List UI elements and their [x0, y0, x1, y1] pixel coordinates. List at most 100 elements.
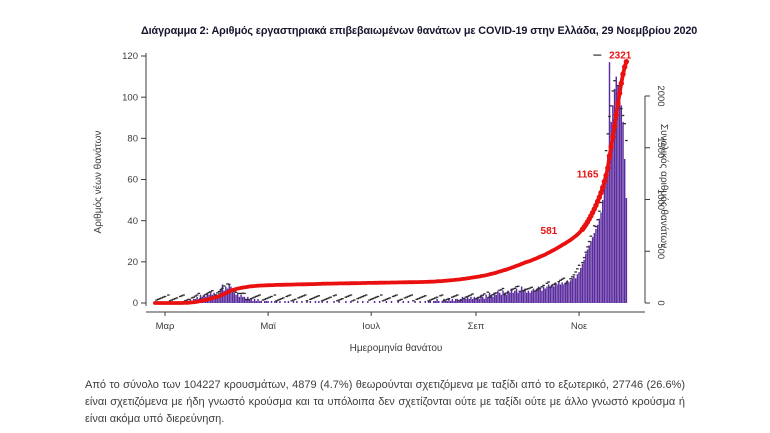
moving-average-dash: [439, 295, 442, 297]
daily-deaths-bar: [617, 84, 619, 303]
cumulative-point: [623, 58, 630, 65]
moving-average-dash: [298, 296, 302, 298]
daily-deaths-bar: [510, 288, 513, 303]
daily-deaths-bar: [345, 300, 347, 303]
y-right-tick-label: 0: [655, 300, 666, 305]
moving-average-dash: [400, 298, 403, 301]
moving-average-dash: [261, 299, 265, 301]
moving-average-dash: [408, 295, 412, 297]
y-left-tick-label: 80: [127, 134, 138, 145]
moving-average-dash: [376, 295, 380, 298]
y-left-tick-label: 120: [122, 51, 138, 62]
daily-deaths-bar: [231, 290, 234, 303]
daily-deaths-bar: [531, 290, 533, 303]
moving-average-dash: [256, 295, 260, 297]
moving-average-dash: [202, 295, 206, 297]
moving-average-dash: [232, 290, 236, 293]
moving-average-dash: [393, 295, 397, 297]
moving-average-dash: [623, 122, 626, 125]
moving-average-dash: [469, 294, 473, 296]
moving-average-dash: [325, 297, 329, 300]
daily-deaths-bar: [514, 290, 516, 303]
daily-deaths-bar: [583, 259, 585, 303]
daily-deaths-bar: [532, 288, 535, 303]
cumulative-point: [601, 178, 608, 185]
y-left-tick-label: 60: [127, 175, 138, 186]
daily-deaths-bar: [569, 280, 572, 303]
daily-deaths-bar: [466, 296, 469, 303]
daily-deaths-bar: [593, 233, 596, 303]
moving-average-dash: [356, 297, 359, 300]
moving-average-dash: [511, 288, 515, 290]
moving-average-dash: [476, 297, 479, 299]
moving-average-dash: [584, 251, 588, 253]
x-tick-label: Ιουλ: [362, 321, 380, 332]
moving-average-dash: [500, 289, 503, 291]
moving-average-dash: [592, 225, 596, 227]
cumulative-point: [603, 172, 609, 179]
moving-average-dash: [278, 298, 282, 301]
daily-deaths-bar: [520, 286, 523, 303]
moving-average-dash: [552, 283, 555, 286]
moving-average-dash: [163, 295, 167, 298]
moving-average-dash: [447, 297, 451, 300]
moving-average-dash: [175, 297, 179, 299]
daily-deaths-bar: [500, 294, 503, 303]
daily-deaths-bar: [260, 300, 263, 303]
moving-average-dash: [183, 300, 187, 302]
daily-deaths-bar: [544, 288, 546, 303]
moving-average-dash: [217, 290, 221, 293]
moving-average-dash: [549, 286, 552, 288]
moving-average-dash: [521, 289, 525, 292]
moving-average-dash: [459, 299, 463, 301]
moving-average-dash: [471, 293, 474, 295]
moving-average-dash: [241, 292, 245, 294]
moving-average-dash: [383, 299, 386, 301]
moving-average-dash: [276, 299, 280, 301]
y-axis-title-right: Συνολικός αριθμός θανάτων: [658, 124, 670, 248]
daily-deaths-bar: [275, 300, 278, 303]
daily-deaths-bar: [618, 93, 621, 303]
daily-deaths-bar: [534, 290, 536, 303]
moving-average-dash: [386, 297, 390, 300]
daily-deaths-bar: [605, 179, 607, 303]
chart-footnote: Από το σύνολο των 104227 κρουσμάτων, 487…: [85, 379, 685, 425]
daily-deaths-bar: [429, 300, 432, 303]
daily-deaths-bar: [223, 290, 225, 303]
daily-deaths-bar: [255, 300, 258, 303]
daily-deaths-bar: [473, 296, 476, 303]
daily-deaths-bar: [574, 278, 577, 303]
moving-average-dash: [420, 296, 424, 298]
daily-deaths-bar: [463, 298, 465, 303]
daily-deaths-bar: [586, 249, 589, 303]
daily-deaths-bar: [257, 298, 259, 303]
moving-average-dash: [207, 291, 211, 294]
moving-average-dash: [199, 298, 202, 300]
moving-average-dash: [310, 297, 314, 300]
daily-deaths-bar: [235, 294, 237, 303]
moving-average-dash: [369, 298, 373, 301]
moving-average-dash: [501, 287, 505, 290]
daily-deaths-bar: [573, 276, 575, 303]
daily-deaths-bar: [242, 296, 244, 303]
line-annotation: 2321: [609, 51, 632, 62]
cumulative-point: [598, 189, 604, 196]
daily-deaths-bar: [378, 300, 381, 303]
daily-deaths-bar: [625, 198, 628, 303]
cumulative-point: [615, 101, 621, 107]
daily-deaths-bar: [433, 300, 435, 303]
moving-average-dash: [346, 295, 349, 298]
daily-deaths-bar: [492, 296, 494, 303]
daily-deaths-bar: [390, 300, 393, 303]
cumulative-point: [610, 134, 616, 140]
daily-deaths-bar: [576, 274, 579, 303]
moving-average-dash: [302, 295, 305, 297]
daily-deaths-bar: [397, 300, 399, 303]
moving-average-dash: [221, 287, 224, 289]
daily-deaths-bar: [608, 62, 611, 303]
daily-deaths-bar: [419, 300, 421, 303]
daily-deaths-bar: [529, 292, 531, 303]
daily-deaths-bar: [318, 300, 320, 303]
daily-deaths-bar: [515, 288, 518, 303]
